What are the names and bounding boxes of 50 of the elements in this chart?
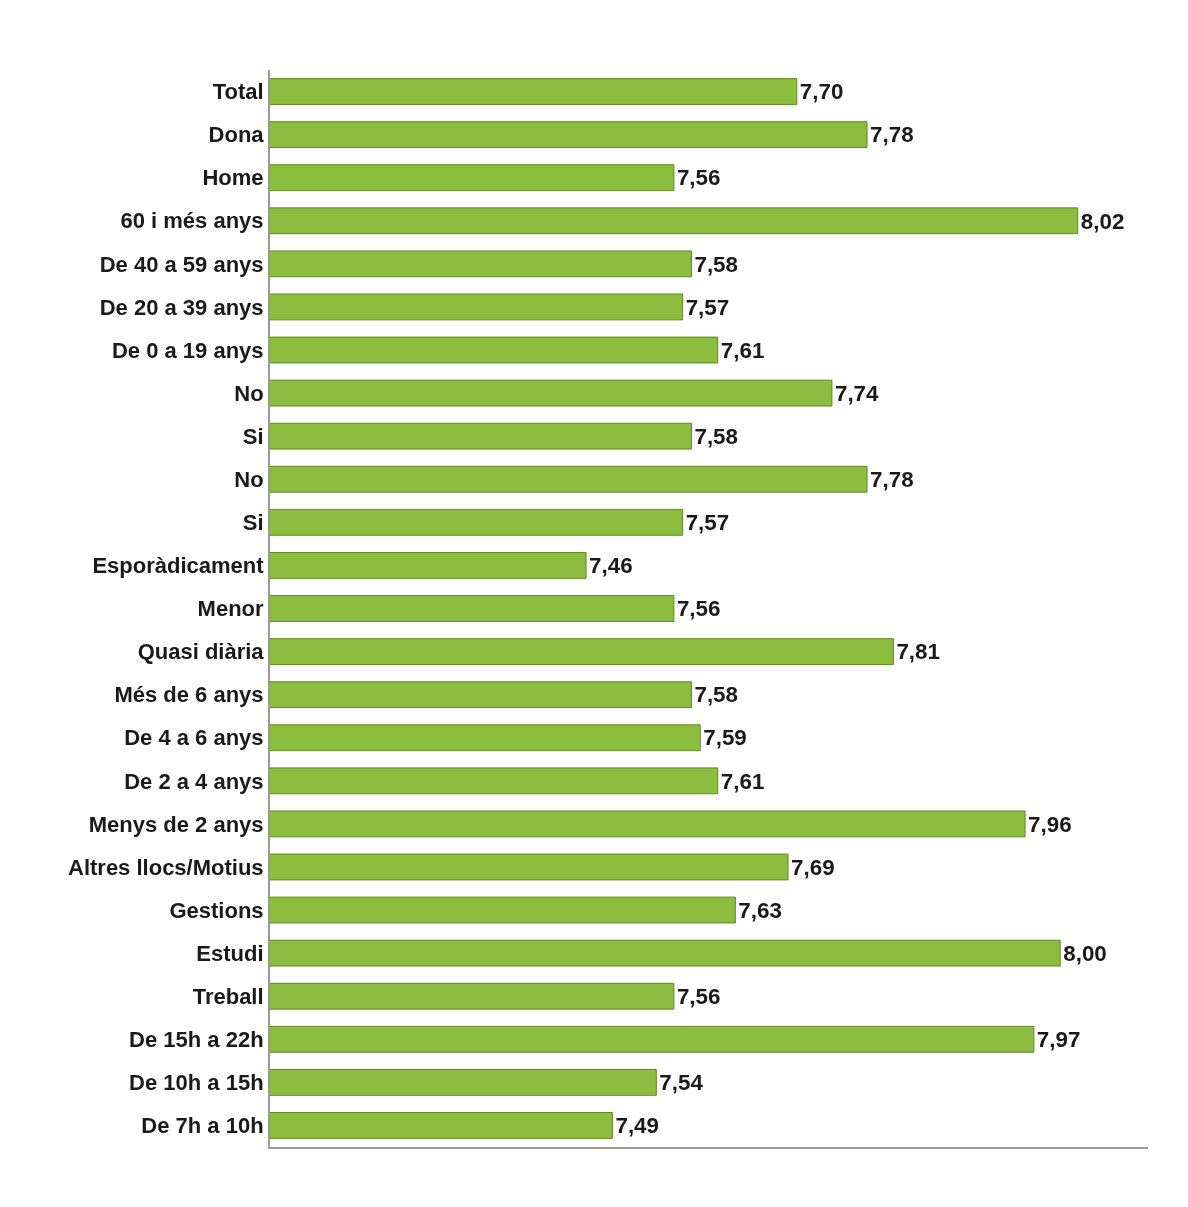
y-tick-label: Gestions — [169, 897, 264, 923]
data-label: 7,63 — [738, 897, 782, 923]
data-label: 7,56 — [676, 165, 721, 191]
y-tick-label: Si — [242, 423, 264, 449]
y-tick-label: De 15h a 22h — [129, 1027, 264, 1052]
y-tick-label: Si — [242, 510, 264, 536]
data-label: 7,57 — [685, 510, 730, 536]
data-label: 7,61 — [720, 768, 765, 794]
y-tick-label: De 10h a 15h — [129, 1070, 264, 1096]
y-tick-label: Total — [212, 79, 264, 105]
y-tick-label: Estudi — [196, 940, 264, 966]
data-label: 7,49 — [615, 1113, 659, 1139]
data-label: 7,58 — [694, 682, 739, 708]
y-tick-label: De 0 a 19 anys — [111, 337, 264, 363]
data-label: 8,02 — [1080, 208, 1125, 234]
data-label: 7,78 — [870, 122, 914, 148]
data-label: 7,81 — [896, 639, 940, 665]
y-tick-label: 60 i més anys — [120, 208, 264, 234]
y-tick-label: Menys de 2 anys — [88, 811, 264, 837]
data-label: 7,54 — [659, 1070, 704, 1096]
data-label: 7,61 — [720, 337, 765, 363]
y-tick-label: Quasi diària — [137, 639, 265, 665]
data-label: 7,69 — [791, 854, 835, 880]
y-tick-label: De 2 a 4 anys — [124, 768, 264, 794]
y-tick-label: Menor — [197, 596, 265, 622]
y-tick-label: No — [234, 466, 264, 492]
data-label: 7,97 — [1036, 1027, 1081, 1053]
y-tick-label: De 7h a 10h — [141, 1113, 264, 1139]
data-label: 7,56 — [676, 596, 721, 622]
data-label: 7,59 — [703, 725, 747, 751]
data-label: 8,00 — [1063, 940, 1107, 966]
data-label: 7,70 — [799, 79, 844, 105]
data-label: 7,56 — [676, 983, 721, 1009]
y-tick-label: Home — [202, 165, 264, 191]
y-tick-label: Més de 6 anys — [114, 682, 264, 708]
data-label: 7,57 — [685, 294, 730, 320]
data-label: 7,96 — [1028, 811, 1072, 837]
data-label: 7,46 — [589, 553, 633, 579]
y-tick-label: Esporàdicament — [92, 553, 265, 579]
y-tick-label: Dona — [208, 122, 265, 148]
y-tick-label: Treball — [192, 983, 264, 1009]
y-tick-label: De 4 a 6 anys — [124, 725, 264, 751]
y-tick-label: Altres llocs/Motius — [68, 854, 264, 880]
data-label: 7,78 — [870, 467, 914, 493]
data-label: 7,58 — [694, 251, 739, 277]
data-label: 7,58 — [694, 423, 739, 449]
data-label: 7,74 — [834, 380, 880, 406]
y-tick-label: De 40 a 59 anys — [99, 251, 264, 277]
y-tick-label: De 20 a 39 anys — [99, 294, 264, 320]
y-tick-label: No — [234, 380, 264, 406]
